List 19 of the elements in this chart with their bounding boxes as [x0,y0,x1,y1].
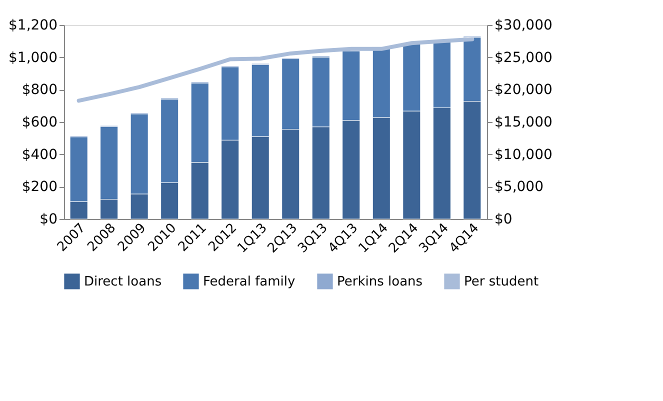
legend-label: Perkins loans [337,274,423,290]
legend-label: Federal family [203,274,296,290]
legend-label: Per student [464,274,539,290]
y2-tick-label: $20,000 [494,82,552,98]
line-series [76,37,474,103]
y-tick-label: $1,000 [8,50,58,66]
y-tick-label: $1,200 [8,18,58,34]
y-tick-label: $600 [22,114,58,130]
y-tick-label: $400 [22,146,58,163]
y2-tick-label: $10,000 [494,146,552,163]
y2-tick-label: $25,000 [494,50,552,66]
y2-tick-label: $30,000 [494,18,552,34]
y-tick-label: $800 [22,82,58,98]
y2-tick-label: $5,000 [494,179,544,196]
y2-tick-label: $0 [494,212,512,228]
legend-label: Direct loans [84,274,162,290]
y-tick-label: $200 [22,179,58,196]
y-tick-label: $0 [40,212,58,228]
y2-tick-label: $15,000 [494,114,552,130]
